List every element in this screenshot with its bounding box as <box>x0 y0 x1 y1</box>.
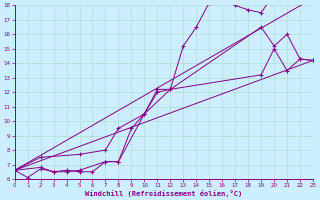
X-axis label: Windchill (Refroidissement éolien,°C): Windchill (Refroidissement éolien,°C) <box>85 190 243 197</box>
